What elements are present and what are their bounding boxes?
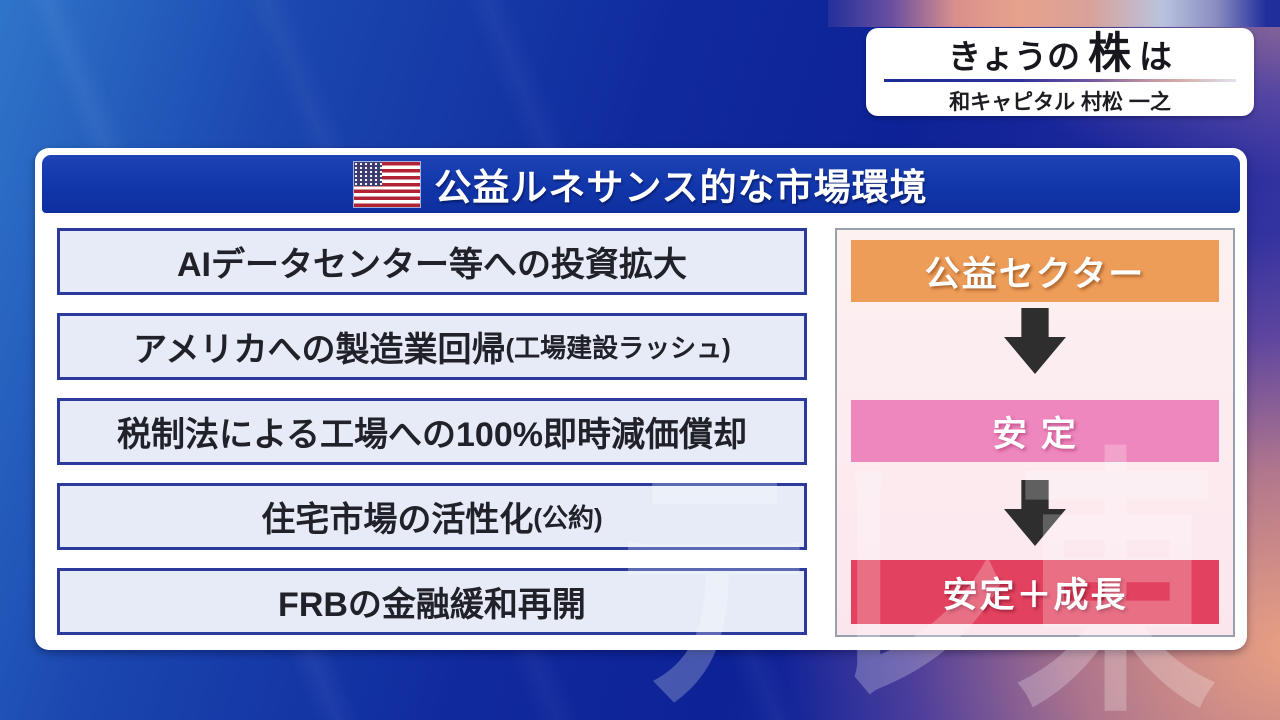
down-arrow-icon: [1004, 480, 1066, 546]
factor-tax-depreciation: 税制法による工場への100%即時減価償却: [57, 398, 807, 465]
flow-step-utility-sector: 公益セクター: [851, 240, 1219, 302]
board-title: 公益ルネサンス的な市場環境: [434, 167, 928, 208]
factor-note: (公約): [533, 503, 603, 533]
board-title-bar: 公益ルネサンス的な市場環境: [42, 155, 1240, 213]
program-badge: きょうの 株 は 和キャピタル 村松 一之: [866, 28, 1254, 116]
factor-housing-market: 住宅市場の活性化 (公約): [57, 483, 807, 550]
background-gradient-strip: [828, 0, 1280, 27]
program-title-prefix: きょうの: [948, 38, 1080, 75]
flow-step-stability-growth: 安定＋成長: [851, 560, 1219, 624]
program-title-emphasis: 株: [1088, 30, 1131, 78]
program-title: きょうの 株 は: [948, 30, 1172, 78]
factor-frb-easing: FRBの金融緩和再開: [57, 568, 807, 635]
factor-text: アメリカへの製造業回帰: [133, 331, 506, 369]
factor-text: FRBの金融緩和再開: [278, 586, 586, 624]
factor-text: 税制法による工場への100%即時減価償却: [117, 416, 747, 454]
sector-flow-panel: 公益セクター 安 定 安定＋成長: [835, 228, 1235, 637]
factor-ai-datacenter: AIデータセンター等への投資拡大: [57, 228, 807, 295]
market-environment-board: 公益ルネサンス的な市場環境 AIデータセンター等への投資拡大 アメリカへの製造業…: [35, 148, 1247, 650]
factor-text: 住宅市場の活性化: [261, 501, 534, 539]
program-title-suffix: は: [1139, 38, 1172, 75]
presenter-name: 和キャピタル 村松 一之: [949, 91, 1171, 114]
factor-note: (工場建設ラッシュ): [505, 333, 731, 363]
us-flag-icon: [354, 161, 421, 207]
flow-step-stability: 安 定: [851, 400, 1219, 462]
factor-text: AIデータセンター等への投資拡大: [177, 246, 687, 284]
factor-manufacturing-return: アメリカへの製造業回帰 (工場建設ラッシュ): [57, 313, 807, 380]
program-title-underline: [884, 79, 1236, 82]
down-arrow-icon: [1004, 308, 1066, 374]
